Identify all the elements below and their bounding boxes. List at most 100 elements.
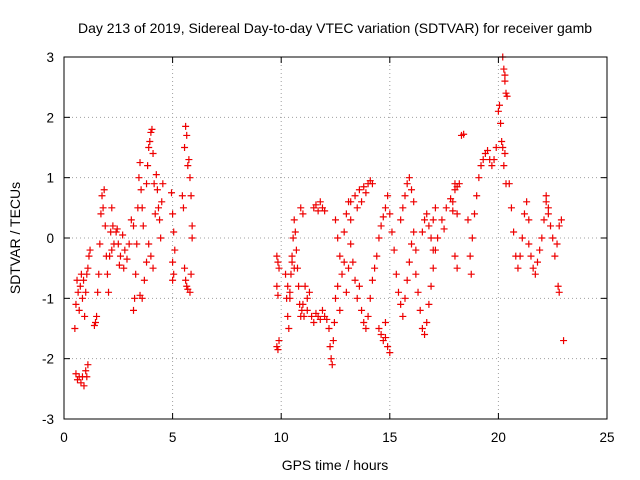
data-point xyxy=(325,325,333,332)
data-point xyxy=(544,210,552,218)
data-point xyxy=(106,252,114,260)
data-point xyxy=(384,343,392,351)
data-point xyxy=(453,183,461,191)
data-point xyxy=(93,312,101,320)
data-point xyxy=(467,270,475,278)
data-point xyxy=(381,318,389,326)
data-point xyxy=(94,288,102,296)
data-point xyxy=(353,294,361,302)
data-point xyxy=(340,228,348,236)
data-point xyxy=(351,276,359,284)
data-point xyxy=(312,201,320,209)
data-point xyxy=(109,222,117,230)
data-point xyxy=(492,144,500,151)
data-point xyxy=(514,264,522,272)
data-point xyxy=(97,210,105,218)
x-tick-label: 10 xyxy=(274,430,289,445)
x-axis-label: GPS time / hours xyxy=(282,457,389,473)
data-point xyxy=(497,119,505,127)
data-point xyxy=(182,276,190,284)
y-tick-label: 0 xyxy=(46,231,54,246)
data-point xyxy=(140,276,148,284)
data-point xyxy=(523,198,531,206)
data-point xyxy=(427,234,435,242)
data-point xyxy=(301,282,309,290)
x-tick-label: 15 xyxy=(382,430,397,445)
data-point xyxy=(290,264,298,272)
data-point xyxy=(136,159,144,167)
data-point xyxy=(76,282,84,290)
data-point xyxy=(405,258,413,266)
data-point xyxy=(531,270,539,278)
data-point xyxy=(373,252,381,260)
data-point xyxy=(473,192,481,200)
x-tick-label: 20 xyxy=(491,430,506,445)
data-point xyxy=(471,210,479,218)
data-point xyxy=(74,288,82,296)
data-point xyxy=(466,252,474,260)
data-point xyxy=(533,258,541,266)
data-point xyxy=(153,186,161,194)
data-point xyxy=(416,306,424,314)
data-point xyxy=(78,294,86,302)
data-point xyxy=(147,252,155,260)
data-point xyxy=(360,318,368,326)
data-point xyxy=(187,270,195,278)
data-point xyxy=(169,276,177,284)
data-point xyxy=(72,370,80,378)
data-point xyxy=(135,174,143,182)
data-point xyxy=(101,222,109,230)
data-point xyxy=(479,156,487,164)
data-point xyxy=(137,186,145,194)
data-point xyxy=(342,288,350,296)
data-point xyxy=(366,294,374,302)
data-point xyxy=(186,174,194,182)
data-point xyxy=(274,346,282,354)
data-point xyxy=(414,288,422,296)
axis-ticks: 0 5 10 15 20 25 -3 -2 -1 0 1 2 3 xyxy=(42,50,615,445)
y-axis-label: SDTVAR / TECUs xyxy=(7,182,23,294)
data-point xyxy=(371,264,379,272)
data-point xyxy=(183,131,191,139)
data-point xyxy=(310,318,318,326)
data-point xyxy=(90,321,98,329)
data-point xyxy=(440,225,448,233)
data-point xyxy=(168,189,176,197)
data-point xyxy=(484,147,492,155)
data-point xyxy=(477,162,485,170)
data-point xyxy=(181,144,189,151)
data-point xyxy=(332,294,339,302)
data-point xyxy=(316,198,324,206)
y-tick-label: 1 xyxy=(46,171,54,186)
data-point xyxy=(560,337,568,345)
data-point xyxy=(544,204,552,212)
data-point xyxy=(529,264,537,272)
data-point xyxy=(362,325,370,332)
data-point xyxy=(83,373,91,381)
data-point xyxy=(105,288,113,296)
data-point xyxy=(99,204,107,212)
data-point xyxy=(326,343,334,351)
data-point xyxy=(275,264,283,272)
data-point xyxy=(381,204,389,212)
data-point xyxy=(412,270,420,278)
data-point xyxy=(332,216,339,224)
chart-title: Day 213 of 2019, Sidereal Day-to-day VTE… xyxy=(78,20,592,36)
data-point xyxy=(516,252,524,260)
data-point xyxy=(120,264,128,272)
data-point xyxy=(130,222,138,230)
data-point xyxy=(500,65,508,73)
data-point xyxy=(403,180,411,188)
data-point xyxy=(405,174,413,182)
data-point xyxy=(100,186,108,194)
data-point xyxy=(460,130,468,138)
y-tick-label: -2 xyxy=(42,352,54,367)
data-point xyxy=(358,198,366,206)
data-point xyxy=(353,204,361,212)
data-point xyxy=(321,207,329,215)
data-point xyxy=(330,318,338,326)
data-point xyxy=(375,234,383,242)
data-point xyxy=(181,264,189,272)
data-point xyxy=(360,183,368,191)
